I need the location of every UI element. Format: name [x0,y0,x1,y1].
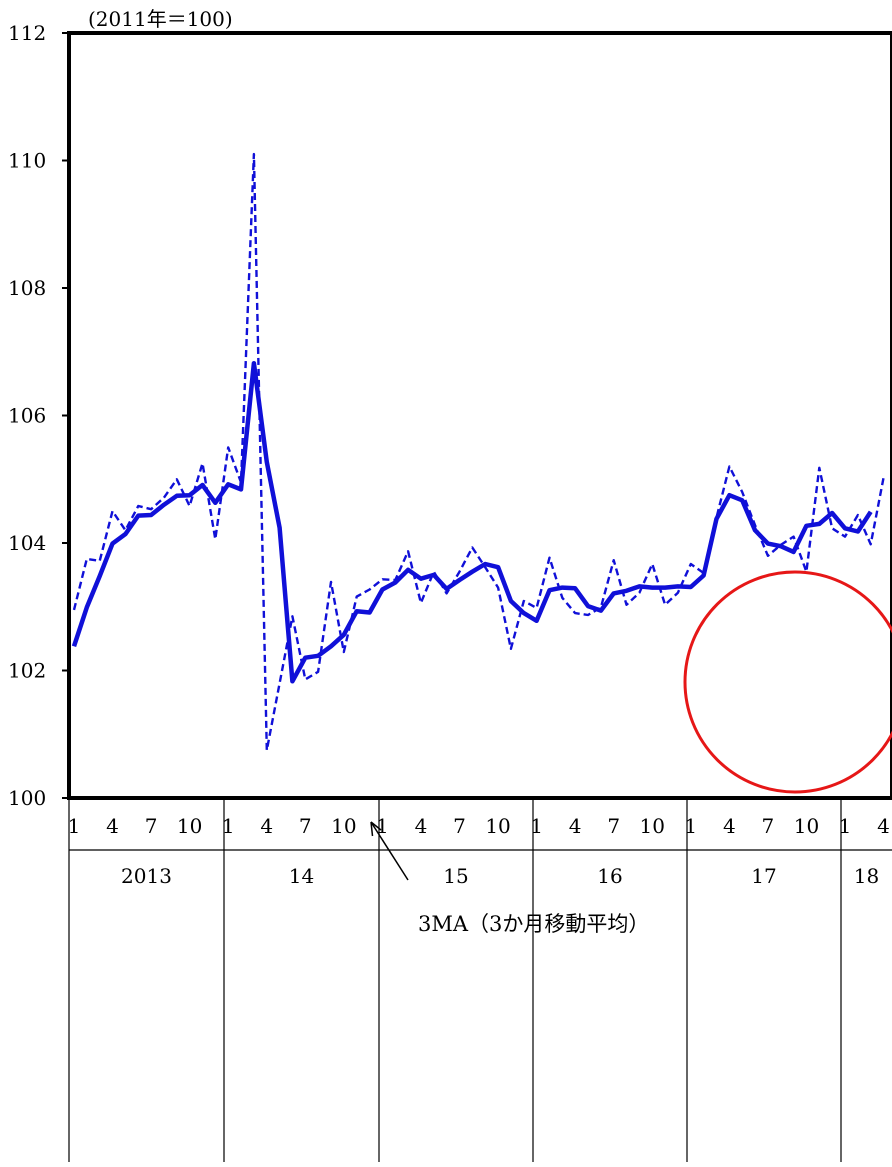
x-tick-label: 4 [569,814,582,838]
x-tick-label: 10 [794,814,819,838]
x-tick-label: 10 [640,814,665,838]
y-tick-label: 104 [8,531,46,555]
y-tick-label: 108 [8,276,46,300]
x-tick-label: 7 [607,814,620,838]
x-tick-label: 10 [331,814,356,838]
series-layer [71,152,885,752]
y-tick-label: 110 [8,149,46,173]
x-tick-label: 1 [839,814,852,838]
year-label: 18 [854,864,879,888]
y-tick-label: 102 [8,659,46,683]
highlight-circle [683,570,892,794]
series-line-dashed [72,152,885,752]
year-label: 16 [597,864,622,888]
annotation-arrow-head [370,821,382,837]
year-label: 15 [443,864,468,888]
y-tick-labels: 100 102 104 106 108 110 112 [8,21,69,810]
x-tick-label: 4 [723,814,736,838]
x-tick-label: 10 [177,814,202,838]
x-tick-label: 7 [299,814,312,838]
y-tick-label: 106 [8,404,46,428]
y-unit-label: (2011年＝100) [88,7,233,31]
y-tick-label: 100 [8,786,46,810]
x-tick-label: 4 [877,814,890,838]
year-label: 2013 [121,864,172,888]
x-tick-label: 7 [762,814,775,838]
year-label: 17 [751,864,776,888]
x-tick-label: 1 [530,814,543,838]
x-tick-label: 1 [222,814,235,838]
y-tick-label: 112 [8,21,46,45]
annotation-arrow-line [370,821,409,881]
x-tick-label: 4 [415,814,428,838]
x-tick-label: 1 [68,814,81,838]
plot-frame [67,31,892,800]
x-tick-label: 4 [106,814,119,838]
x-tick-label: 10 [485,814,510,838]
x-tick-label: 7 [145,814,158,838]
x-tick-label: 7 [453,814,466,838]
x-tick-label: 1 [684,814,697,838]
annotation-label: 3MA（3か月移動平均） [418,912,649,936]
year-label: 14 [289,864,314,888]
x-tick-label: 1 [376,814,389,838]
series-line-solid [71,360,873,684]
x-tick-label: 4 [260,814,273,838]
